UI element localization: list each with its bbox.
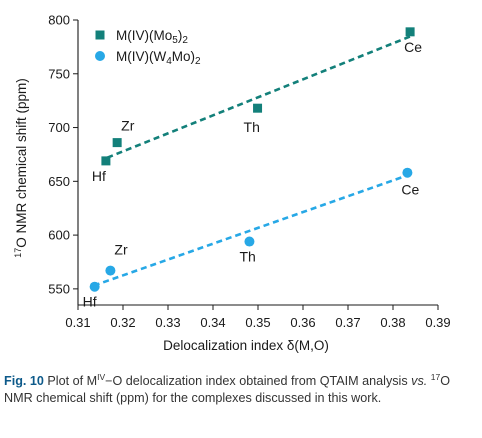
y-tick-label: 600 [48,228,70,243]
point-label: Hf [92,168,106,184]
data-point-ce-mo5 [405,27,415,37]
y-axis-title: 17O NMR chemical shift (ppm) [13,78,29,258]
legend-label: M(IV)(Mo5)2 [116,28,188,46]
trendlines [93,34,412,287]
point-labels: Hf Zr Th Ce Hf Zr Th Ce [83,39,423,310]
data-point-zr-w4mo [105,265,116,276]
y-tick-label: 750 [48,66,70,81]
caption-sup-1: IV [97,371,106,382]
point-label: Th [244,119,260,135]
x-tick-label: 0.39 [425,315,450,330]
y-tick-label: 800 [48,13,70,28]
point-label: Ce [404,39,422,55]
data-point-th-w4mo [244,236,255,247]
legend: M(IV)(Mo5)2M(IV)(W4Mo)2 [95,28,201,67]
data-point-zr-mo5 [112,138,122,148]
legend-label-subscript: 5 [172,35,178,46]
legend-label-subscript: 2 [195,56,201,67]
legend-marker-circle [95,51,105,61]
legend-label-part: M(IV)(W [116,49,166,64]
caption-text-4: O NMR chemical shift (ppm) for the compl… [4,374,450,405]
data-point-ce-w4mo [402,167,413,178]
x-tick-label: 0.32 [110,315,135,330]
legend-label-subscript: 4 [166,56,172,67]
legend-label-part: Mo) [172,49,195,64]
data-points [89,27,415,292]
trendline-w4mo [93,173,410,287]
legend-marker-square [95,30,105,40]
x-tick-label: 0.37 [335,315,360,330]
caption-text-2: −O delocalization index obtained from QT… [105,374,412,388]
x-tick-label: 0.34 [200,315,225,330]
point-label: Ce [401,182,419,198]
legend-label: M(IV)(W4Mo)2 [116,49,201,67]
data-point-th-mo5 [253,103,263,113]
x-tick-label: 0.38 [380,315,405,330]
y-tick-label: 650 [48,174,70,189]
caption-sup-2: 17 [430,371,441,382]
x-axis-title: Delocalization index δ(M,O) [163,338,329,353]
point-label: Zr [121,118,135,134]
data-point-hf-w4mo [89,281,100,292]
legend-label-subscript: 2 [182,35,188,46]
data-point-hf-mo5 [101,156,111,166]
figure-caption: Fig. 10 Plot of MIV−O delocalization ind… [4,373,478,407]
point-label: Zr [114,242,128,258]
y-axis-title-text: O NMR chemical shift (ppm) [14,78,29,248]
caption-vs: vs. [411,374,428,388]
point-label: Hf [83,294,97,310]
legend-label-part: M(IV)(Mo [116,28,172,43]
x-tick-label: 0.36 [290,315,315,330]
scatter-chart: 0.31 0.32 0.33 0.34 0.35 0.36 0.37 0.38 0.39 550 6… [13,13,451,354]
y-tick-label: 700 [48,120,70,135]
y-tick-label: 550 [48,281,70,296]
ticks: 0.31 0.32 0.33 0.34 0.35 0.36 0.37 0.38 0.39 550 6… [48,13,450,331]
x-tick-label: 0.33 [155,315,180,330]
svg-text:17O NMR chemical shift (ppm): 17O NMR chemical shift (ppm) [13,78,29,258]
point-label: Th [239,249,255,265]
x-tick-label: 0.35 [245,315,270,330]
legend-label-part: ) [178,28,183,43]
caption-figure-label: Fig. 10 [4,374,44,388]
y-axis-title-superscript: 17 [13,248,23,258]
caption-text-1: Plot of M [43,374,98,388]
trendline-mo5 [106,34,412,159]
x-tick-label: 0.31 [65,315,90,330]
